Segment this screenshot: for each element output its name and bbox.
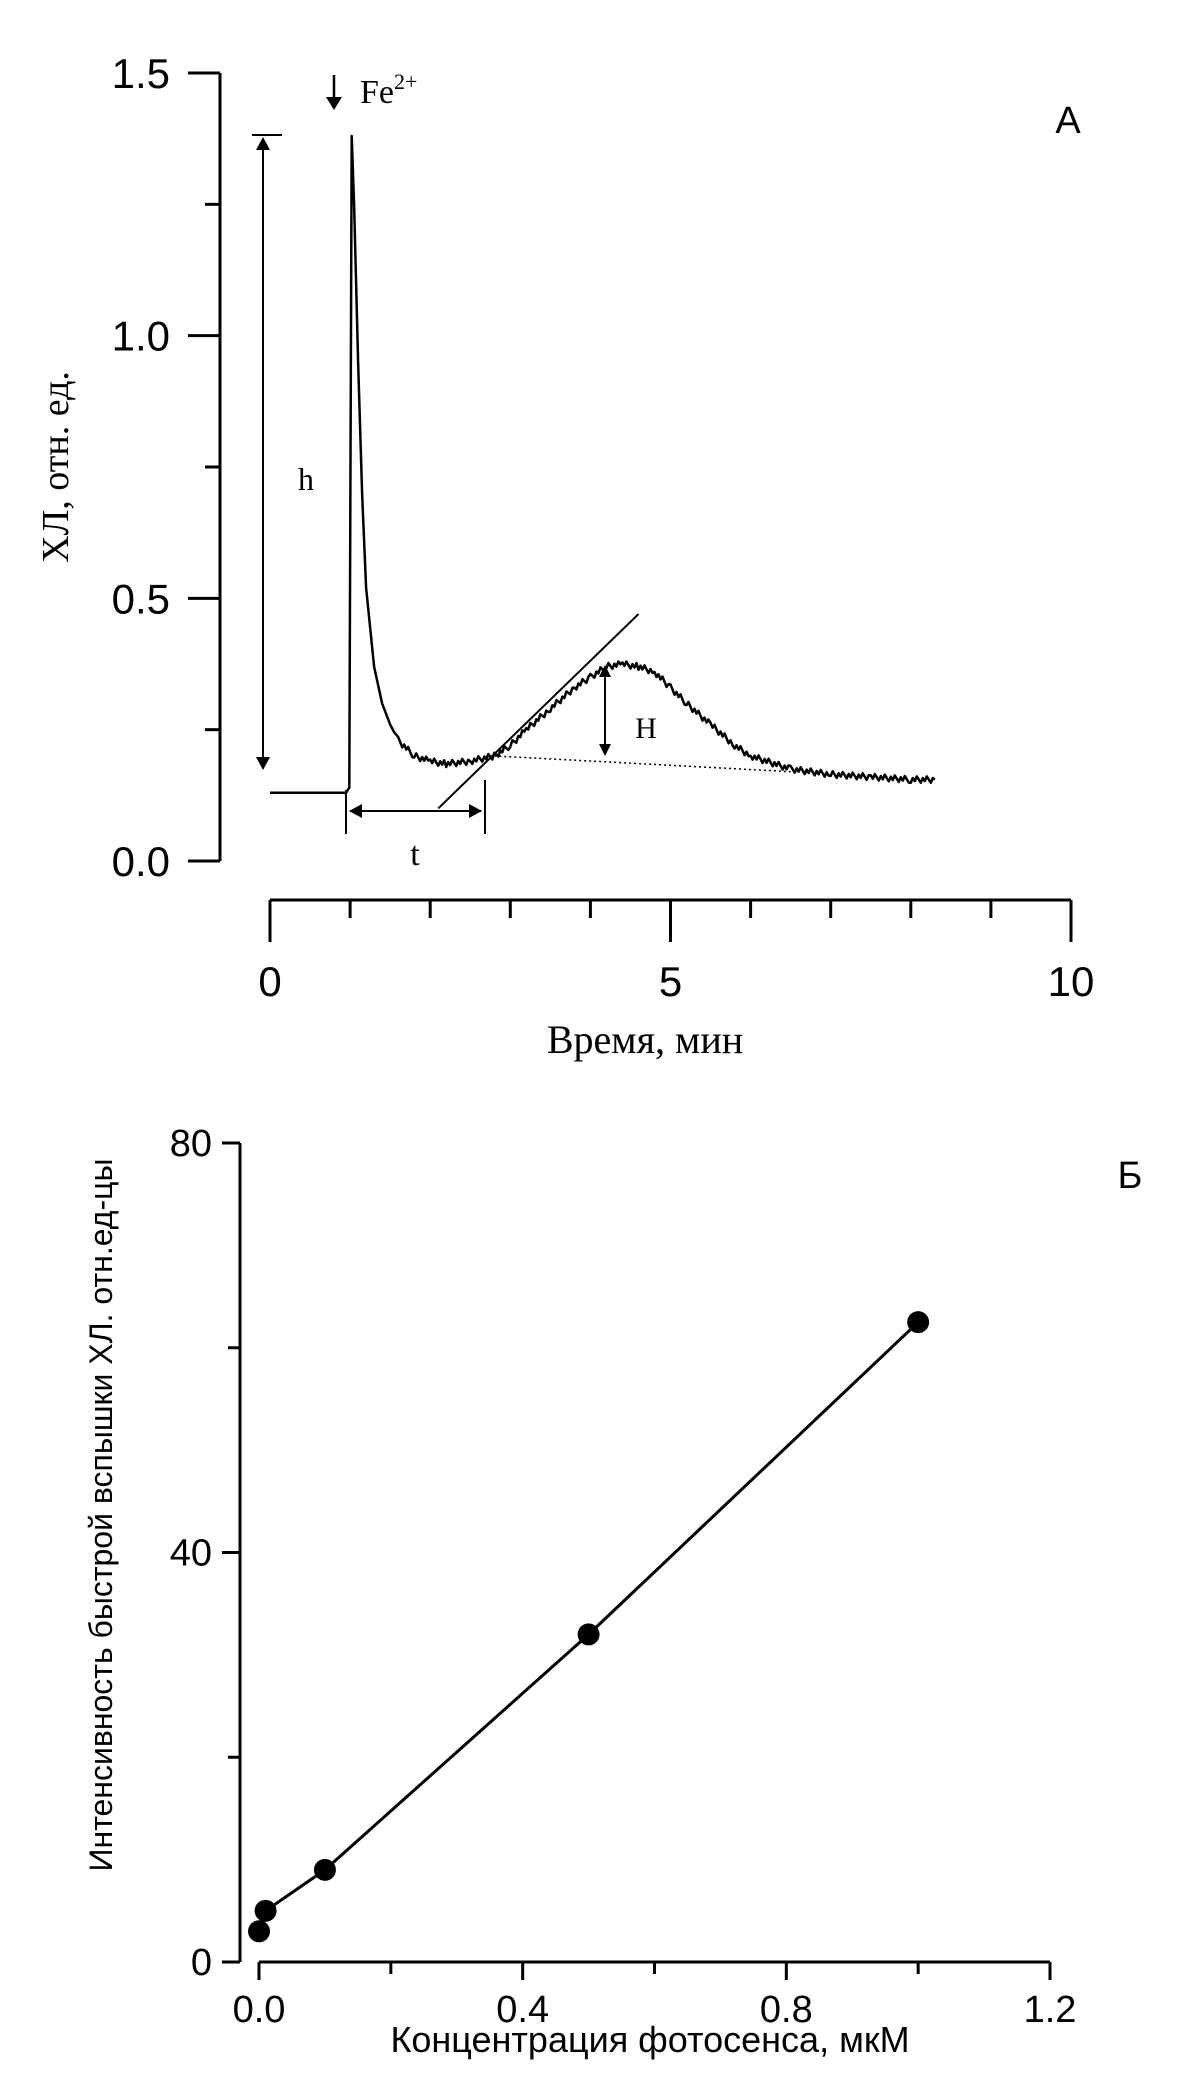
panel-b-y-tick-label: 80 bbox=[170, 1123, 212, 1165]
panel-a-inducer-charge: 2+ bbox=[394, 69, 417, 94]
panel-b-y-tick-label: 40 bbox=[170, 1533, 212, 1575]
panel-b-x-ticks bbox=[257, 1962, 1052, 1980]
panel-a-h-label: h bbox=[298, 461, 314, 497]
panel-b-data-point bbox=[907, 1311, 930, 1334]
panel-a-chemiluminescence-curve bbox=[270, 134, 936, 794]
panel-a-y-tick-label: 0.5 bbox=[112, 575, 170, 622]
panel-a-y-tick-labels: 0.0 0.5 1.0 1.5 bbox=[112, 50, 170, 885]
panel-a-inducer-label: Fe bbox=[360, 74, 394, 111]
panel-b-x-tick-label: 0.4 bbox=[496, 1989, 549, 2031]
panel-b-y-tick-label: 0 bbox=[191, 1942, 212, 1984]
panel-b-data-points bbox=[248, 1311, 930, 1943]
panel-b-x-tick-label: 0.0 bbox=[233, 1989, 286, 2031]
panel-a-fe-annotation: Fe2+ bbox=[326, 69, 417, 111]
panel-a-x-ticks bbox=[268, 900, 1073, 942]
panel-b-data-point bbox=[254, 1899, 277, 1922]
panel-b-x-tick-label: 1.2 bbox=[1024, 1989, 1077, 2031]
panel-a-y-tick-label: 0.0 bbox=[112, 838, 170, 885]
panel-a-x-tick-label: 0 bbox=[258, 958, 281, 1005]
panel-a-y-axis-title: ХЛ, отн. ед. bbox=[35, 371, 77, 563]
svg-text:Fe2+: Fe2+ bbox=[360, 69, 417, 111]
panel-b-x-tick-label: 0.8 bbox=[760, 1989, 813, 2031]
panel-a-y-tick-label: 1.5 bbox=[112, 50, 170, 97]
panel-b: Б 0 40 80 0.0 0.4 0.8 1.2 Интенсивность быстр… bbox=[83, 1123, 1142, 2060]
arrow-head-icon bbox=[326, 97, 342, 110]
panel-b-label: Б bbox=[1118, 1155, 1143, 1197]
panel-a-baseline bbox=[494, 755, 791, 773]
panel-b-data-point bbox=[248, 1920, 270, 1943]
panel-b-data-point bbox=[313, 1858, 336, 1881]
panel-a-H-label: H bbox=[635, 712, 657, 745]
panel-a-x-tick-labels: 0 5 10 bbox=[258, 958, 1094, 1005]
panel-a-h-arrow: h bbox=[252, 134, 314, 770]
panel-b-y-tick-labels: 0 40 80 bbox=[170, 1123, 212, 1984]
panel-a: А 0.0 0.5 1.0 1.5 0 5 10 ХЛ, отн. ед. Время, … bbox=[35, 50, 1094, 1062]
panel-a-t-label: t bbox=[410, 836, 420, 873]
panel-b-x-axis-title: Концентрация фотосенса, мкМ bbox=[390, 2019, 909, 2060]
panel-b-y-ticks bbox=[222, 1141, 240, 1964]
panel-a-t-arrow: t bbox=[345, 780, 486, 873]
panel-a-tangent-line bbox=[437, 613, 640, 810]
panel-a-y-tick-label: 1.0 bbox=[112, 313, 170, 360]
panel-b-x-tick-labels: 0.0 0.4 0.8 1.2 bbox=[233, 1989, 1077, 2031]
panel-a-label: А bbox=[1055, 100, 1081, 142]
panel-a-H-arrow: H bbox=[599, 665, 657, 756]
panel-a-x-tick-label: 10 bbox=[1048, 958, 1095, 1005]
panel-a-y-ticks bbox=[188, 71, 220, 863]
panel-a-x-axis-title: Время, мин bbox=[547, 1017, 743, 1062]
panel-a-x-tick-label: 5 bbox=[659, 958, 682, 1005]
panel-b-data-point bbox=[577, 1623, 600, 1646]
panel-b-y-axis-title: Интенсивность быстрой вспышки ХЛ. отн.ед… bbox=[83, 1159, 119, 1872]
